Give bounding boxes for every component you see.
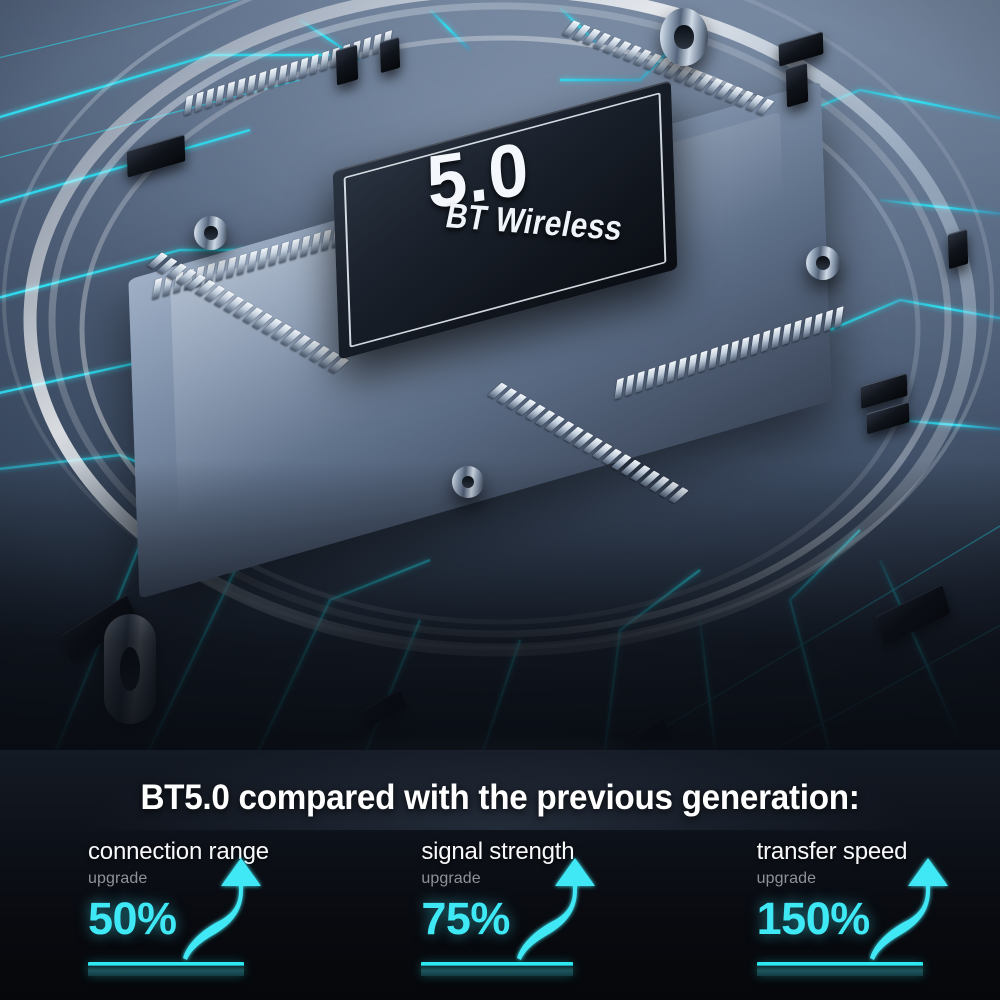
stat-subtitle: upgrade xyxy=(756,870,817,887)
stats-row: connection range upgrade 50% signal stre… xyxy=(0,838,1000,988)
up-trend-arrow-icon xyxy=(183,858,262,960)
stat-subtitle: upgrade xyxy=(88,870,148,887)
stat-transfer-speed: transfer speed upgrade 150% xyxy=(665,838,1000,988)
stat-connection-range: connection range upgrade 50% xyxy=(0,838,331,988)
stat-underline-bar xyxy=(421,962,574,976)
stat-value: 75% xyxy=(421,893,510,944)
page-title: BT5.0 compared with the previous generat… xyxy=(140,778,860,817)
stat-value: 50% xyxy=(88,893,177,944)
stat-title: signal strength xyxy=(421,838,575,865)
bottom-fade xyxy=(0,460,1000,790)
hero-chip-render: 5.0 BT Wireless xyxy=(0,0,1000,790)
stat-signal-strength: signal strength upgrade 75% xyxy=(331,838,664,988)
comparison-panel xyxy=(0,690,1000,1000)
stat-underline-bar xyxy=(88,962,244,976)
stat-underline-bar xyxy=(756,962,923,976)
stat-value: 150% xyxy=(756,893,871,944)
stat-title: connection range xyxy=(88,838,269,865)
up-trend-arrow-icon xyxy=(869,858,948,960)
stat-subtitle: upgrade xyxy=(421,870,481,887)
stat-title: transfer speed xyxy=(756,838,908,865)
up-trend-arrow-icon xyxy=(516,858,595,960)
panel-glow xyxy=(0,690,1000,830)
